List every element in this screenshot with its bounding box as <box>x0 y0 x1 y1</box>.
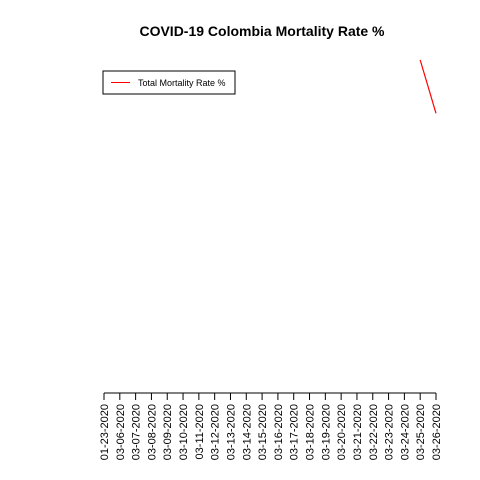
x-tick-label: 03-10-2020 <box>178 404 190 460</box>
x-tick-label: 03-15-2020 <box>257 404 269 460</box>
legend: Total Mortality Rate % <box>102 70 236 95</box>
x-tick-label: 03-16-2020 <box>273 404 285 460</box>
x-tick-label: 03-09-2020 <box>162 404 174 460</box>
series-layer <box>419 59 437 114</box>
x-tick-label: 03-11-2020 <box>194 404 206 459</box>
legend-box <box>102 70 236 95</box>
x-tick-label: 03-23-2020 <box>384 404 396 460</box>
x-tick-label: 03-12-2020 <box>210 404 222 460</box>
x-tick-label: 03-18-2020 <box>305 404 317 460</box>
x-tick-label: 01-23-2020 <box>99 404 111 460</box>
x-tick-label: 03-26-2020 <box>431 404 443 460</box>
x-tick-label: 03-14-2020 <box>241 404 253 460</box>
x-tick-label: 03-13-2020 <box>225 404 237 460</box>
x-tick-label: 03-25-2020 <box>415 404 427 460</box>
x-tick-label: 03-06-2020 <box>115 404 127 460</box>
x-tick-label: 03-17-2020 <box>289 404 301 460</box>
x-tick-label: 03-08-2020 <box>146 404 158 460</box>
x-tick-label: 03-21-2020 <box>352 404 364 460</box>
legend-label: Total Mortality Rate % <box>138 78 226 88</box>
x-axis: 01-23-2020 03-06-2020 03-07-2020 03-08-2020… <box>99 392 443 460</box>
x-tick-label: 03-20-2020 <box>336 404 348 460</box>
x-tick-label: 03-19-2020 <box>320 404 332 460</box>
series-line <box>419 59 437 114</box>
x-tick-label: 03-22-2020 <box>368 404 380 460</box>
x-tick-label: 03-07-2020 <box>131 404 143 460</box>
x-tick-label: 03-24-2020 <box>399 404 411 460</box>
chart-title: COVID-19 Colombia Mortality Rate % <box>139 23 385 39</box>
